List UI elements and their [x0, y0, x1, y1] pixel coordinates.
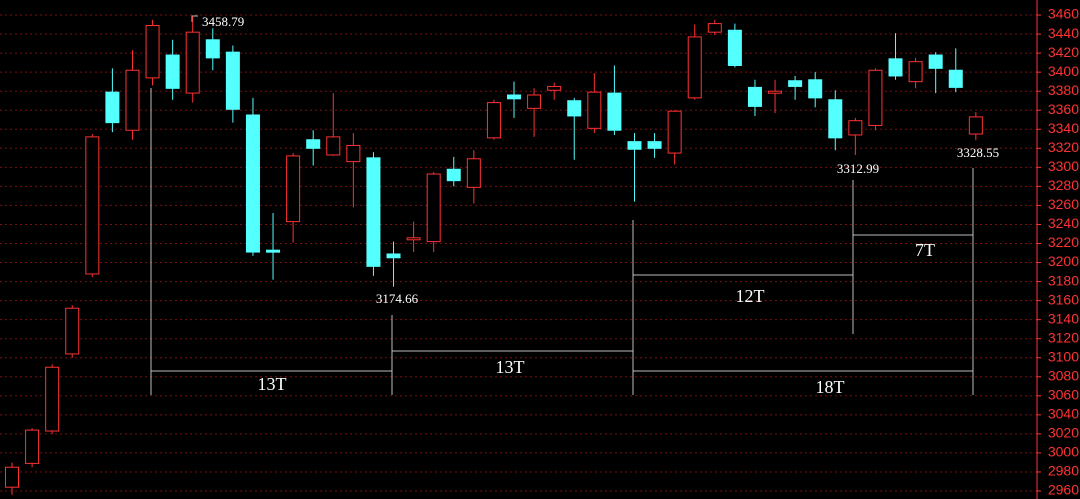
span-label: 13T — [496, 357, 525, 377]
y-tick-label: 3320 — [1048, 139, 1079, 155]
candle-body — [848, 120, 863, 136]
candle-body — [466, 158, 481, 188]
candle-body — [366, 157, 381, 267]
y-tick-label: 3180 — [1048, 272, 1079, 288]
y-tick-label: 2960 — [1048, 482, 1079, 498]
candle-body — [205, 39, 220, 59]
y-tick-label: 3240 — [1048, 215, 1079, 231]
candle-body — [747, 86, 762, 107]
candle-body — [105, 91, 120, 124]
y-tick-label: 3040 — [1048, 406, 1079, 422]
y-tick-label: 3420 — [1048, 44, 1079, 60]
span-label: 7T — [915, 240, 935, 260]
y-tick-label: 3220 — [1048, 234, 1079, 250]
candle-body — [707, 23, 722, 33]
candle-body — [587, 91, 602, 129]
candle-body — [647, 141, 662, 149]
y-tick-label: 3360 — [1048, 101, 1079, 117]
span-label: 13T — [258, 374, 287, 394]
y-tick-label: 3260 — [1048, 196, 1079, 212]
candle-body — [527, 94, 542, 109]
candle-body — [245, 114, 260, 253]
y-tick-label: 3280 — [1048, 177, 1079, 193]
candle-body — [808, 79, 823, 99]
y-tick-label: 3020 — [1048, 425, 1079, 441]
y-tick-label: 3060 — [1048, 387, 1079, 403]
y-tick-label: 3380 — [1048, 82, 1079, 98]
candle-body — [5, 466, 19, 488]
candle-body — [968, 116, 983, 135]
candle-body — [85, 136, 100, 275]
brackets — [150, 15, 974, 395]
candle-body — [125, 69, 140, 131]
candle-body — [266, 249, 281, 253]
candle-body — [788, 80, 803, 87]
candle-body — [406, 237, 421, 241]
candle-body — [145, 25, 160, 79]
candle-body — [768, 90, 783, 94]
candle-body — [607, 92, 622, 131]
price-label: 3458.79 — [202, 14, 244, 29]
candle-body — [326, 136, 341, 156]
candle-body — [567, 100, 582, 117]
candle-body — [386, 253, 401, 259]
candle-body — [306, 139, 321, 149]
candle-body — [727, 29, 742, 66]
y-tick-label: 3300 — [1048, 158, 1079, 174]
price-label: 3328.55 — [957, 145, 999, 160]
y-tick-label: 3440 — [1048, 25, 1079, 41]
y-tick-label: 3100 — [1048, 348, 1079, 364]
y-tick-label: 3340 — [1048, 120, 1079, 136]
candle-body — [486, 102, 501, 139]
y-tick-label: 3120 — [1048, 329, 1079, 345]
candle-body — [507, 94, 521, 100]
candle-body — [828, 99, 843, 139]
y-tick-label: 3140 — [1048, 310, 1079, 326]
candle-body — [687, 36, 702, 99]
span-label: 18T — [816, 377, 845, 397]
price-label: 3174.66 — [376, 291, 419, 306]
candle-body — [45, 366, 60, 432]
candle-body — [185, 31, 200, 94]
high-marker — [191, 15, 198, 22]
y-tick-label: 3200 — [1048, 253, 1079, 269]
candle-body — [667, 110, 682, 154]
candle-body — [225, 51, 240, 110]
candle-body — [446, 168, 461, 182]
candle-body — [426, 173, 441, 243]
y-tick-label: 3460 — [1048, 6, 1079, 22]
y-tick-label: 2980 — [1048, 463, 1079, 479]
candle-body — [868, 69, 883, 126]
candle-body — [948, 69, 963, 88]
candle-body — [65, 307, 80, 355]
candle-body — [165, 54, 180, 89]
y-tick-label: 3160 — [1048, 291, 1079, 307]
y-tick-label: 3080 — [1048, 367, 1079, 383]
candle-body — [25, 429, 40, 464]
span-label: 12T — [736, 286, 765, 306]
candle-body — [627, 141, 642, 150]
candle-body — [928, 54, 943, 69]
price-label: 3312.99 — [837, 161, 879, 176]
candle-body — [888, 58, 903, 77]
candle-body — [286, 155, 301, 223]
candle-body — [908, 61, 923, 83]
candle-body — [346, 144, 361, 163]
y-tick-label: 3000 — [1048, 444, 1079, 460]
y-tick-label: 3400 — [1048, 63, 1079, 79]
candle-body — [547, 85, 562, 91]
